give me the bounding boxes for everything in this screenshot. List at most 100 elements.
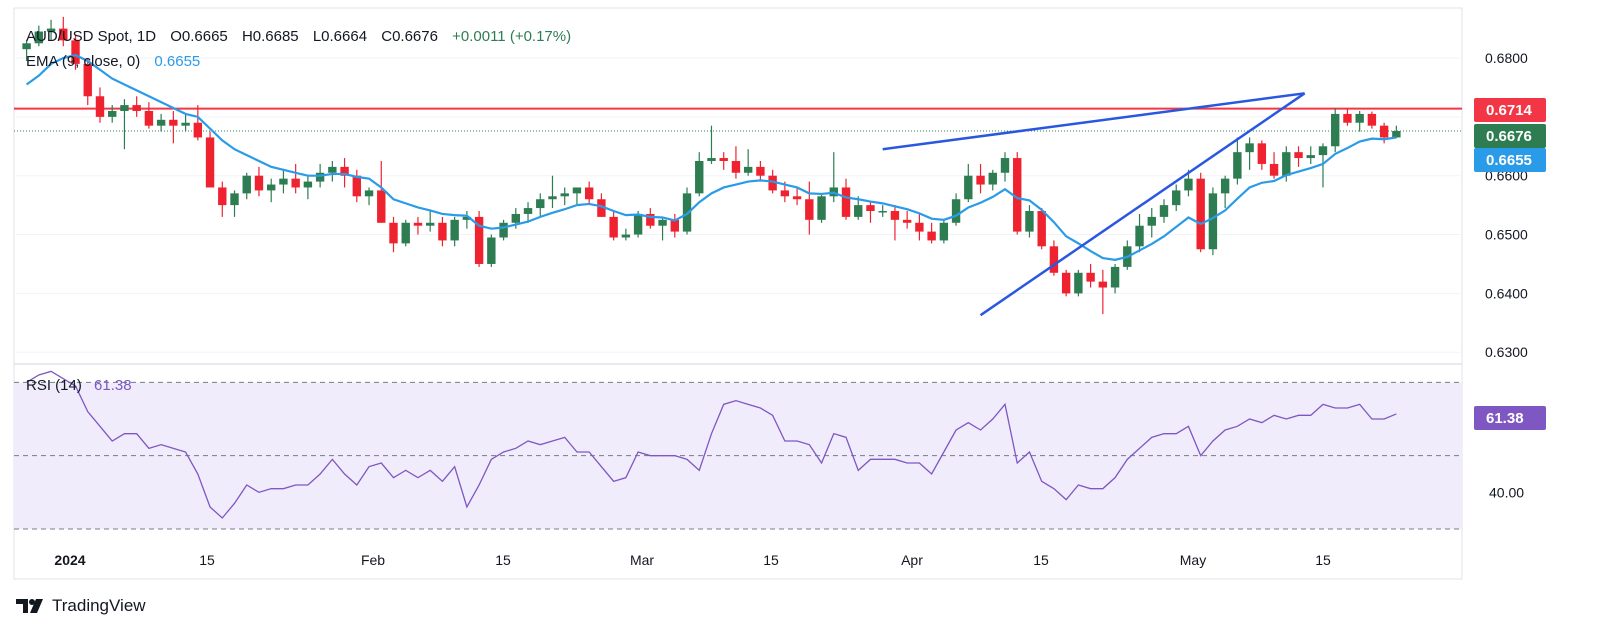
candle-body xyxy=(425,222,435,226)
candle-body xyxy=(401,222,410,244)
trend-lines xyxy=(882,92,1306,317)
low-value: L0.6664 xyxy=(312,28,368,45)
last-price-tag xyxy=(1474,124,1546,148)
candle-body xyxy=(120,105,129,111)
ema-tag-label: 0.6655 xyxy=(1486,152,1532,169)
rsi-legend: RSI (14) 61.38 xyxy=(26,377,132,394)
ema-tag xyxy=(1474,148,1546,172)
resistance-tag xyxy=(1474,98,1546,122)
candle-body xyxy=(377,190,386,223)
candle-body xyxy=(768,175,777,191)
candle-body xyxy=(315,172,325,182)
candle-body xyxy=(988,172,997,185)
time-tick-label: 2024 xyxy=(54,552,85,568)
time-tick-label: 15 xyxy=(763,552,779,568)
ema-legend-value: 0.6655 xyxy=(154,53,201,70)
trend-line-lower xyxy=(979,92,1306,317)
candle-body xyxy=(1196,178,1205,250)
candle-body xyxy=(487,237,496,264)
candle-body xyxy=(438,222,447,241)
ema-line xyxy=(25,53,1397,261)
symbol-label: AUD/USD Spot, 1D xyxy=(26,28,157,45)
candle-body xyxy=(1110,266,1120,288)
candle-body xyxy=(267,184,276,191)
candle-body xyxy=(462,216,472,220)
candle-body xyxy=(1049,246,1059,273)
candle-body xyxy=(1061,272,1071,294)
candle-body xyxy=(218,187,227,206)
ema-legend: EMA (9, close, 0) 0.6655 xyxy=(26,53,200,70)
candle-body xyxy=(560,193,569,197)
candle-body xyxy=(181,122,190,126)
candle-body xyxy=(805,199,814,220)
candle-body xyxy=(169,119,178,126)
tradingview-logo[interactable]: TradingView xyxy=(16,596,146,616)
brand-name: TradingView xyxy=(52,596,146,615)
candle-body xyxy=(46,28,56,32)
rsi-legend-label: RSI (14) xyxy=(26,377,82,394)
rsi-tick-label: 40.00 xyxy=(1489,484,1524,500)
candle-body xyxy=(1233,152,1242,179)
candle-body xyxy=(1086,272,1095,282)
time-tick-label: Feb xyxy=(361,552,385,568)
candle-body xyxy=(1025,211,1034,232)
candles xyxy=(22,16,1401,314)
candle-body xyxy=(1184,178,1193,191)
price-tick-label: 0.6800 xyxy=(1485,50,1528,66)
candle-body xyxy=(866,205,875,212)
candle-body xyxy=(854,205,863,217)
candle-body xyxy=(964,175,973,200)
candle-body xyxy=(144,110,154,126)
candle-body xyxy=(34,31,44,44)
close-value: C0.6676 xyxy=(381,28,438,45)
candle-body xyxy=(450,219,459,241)
candle-body xyxy=(597,199,606,217)
candle-body xyxy=(1269,163,1279,176)
candle-body xyxy=(83,63,92,97)
candle-body xyxy=(1343,113,1352,123)
candle-body xyxy=(108,110,117,117)
candle-body xyxy=(536,199,545,209)
candle-body xyxy=(1294,152,1303,159)
rsi-line xyxy=(26,370,1397,519)
time-tick-label: Mar xyxy=(630,552,654,568)
candle-body xyxy=(609,216,618,238)
candle-body xyxy=(22,43,31,50)
candle-body xyxy=(71,40,80,64)
candle-body xyxy=(670,219,679,232)
candle-body xyxy=(303,181,313,188)
candle-body xyxy=(878,211,887,213)
candle-body xyxy=(1379,125,1389,138)
candle-body xyxy=(780,190,790,197)
resistance-tag-label: 0.6714 xyxy=(1486,102,1533,119)
time-tick-label: 15 xyxy=(1315,552,1331,568)
candle-body xyxy=(1367,113,1377,126)
candle-body xyxy=(695,160,704,194)
time-tick-label: Apr xyxy=(901,552,923,568)
rsi-levels xyxy=(14,381,1462,530)
price-tick-label: 0.6400 xyxy=(1485,285,1528,301)
candle-body xyxy=(1147,216,1156,226)
time-tick-label: 15 xyxy=(199,552,215,568)
candle-body xyxy=(1098,281,1108,288)
candle-body xyxy=(364,190,374,197)
price-tags: 0.6714 0.6676 0.6655 61.38 xyxy=(1474,98,1546,430)
candle-body xyxy=(572,187,582,194)
rsi-legend-value: 61.38 xyxy=(94,377,132,394)
candle-body xyxy=(1220,178,1230,194)
candle-body xyxy=(1282,152,1291,176)
candle-body xyxy=(474,216,484,264)
change-value: +0.0011 (+0.17%) xyxy=(452,28,572,45)
candle-body xyxy=(1355,113,1364,123)
candle-body xyxy=(1331,113,1340,147)
candle-body xyxy=(1159,205,1169,217)
candle-body xyxy=(792,196,802,200)
candle-body xyxy=(1257,143,1267,164)
candle-body xyxy=(254,175,264,191)
candle-body xyxy=(352,175,362,197)
candle-body xyxy=(951,199,961,223)
time-axis: 2024 15 Feb 15 Mar 15 Apr 15 May 15 xyxy=(54,552,1331,568)
candle-body xyxy=(756,166,765,176)
candle-body xyxy=(658,219,667,226)
